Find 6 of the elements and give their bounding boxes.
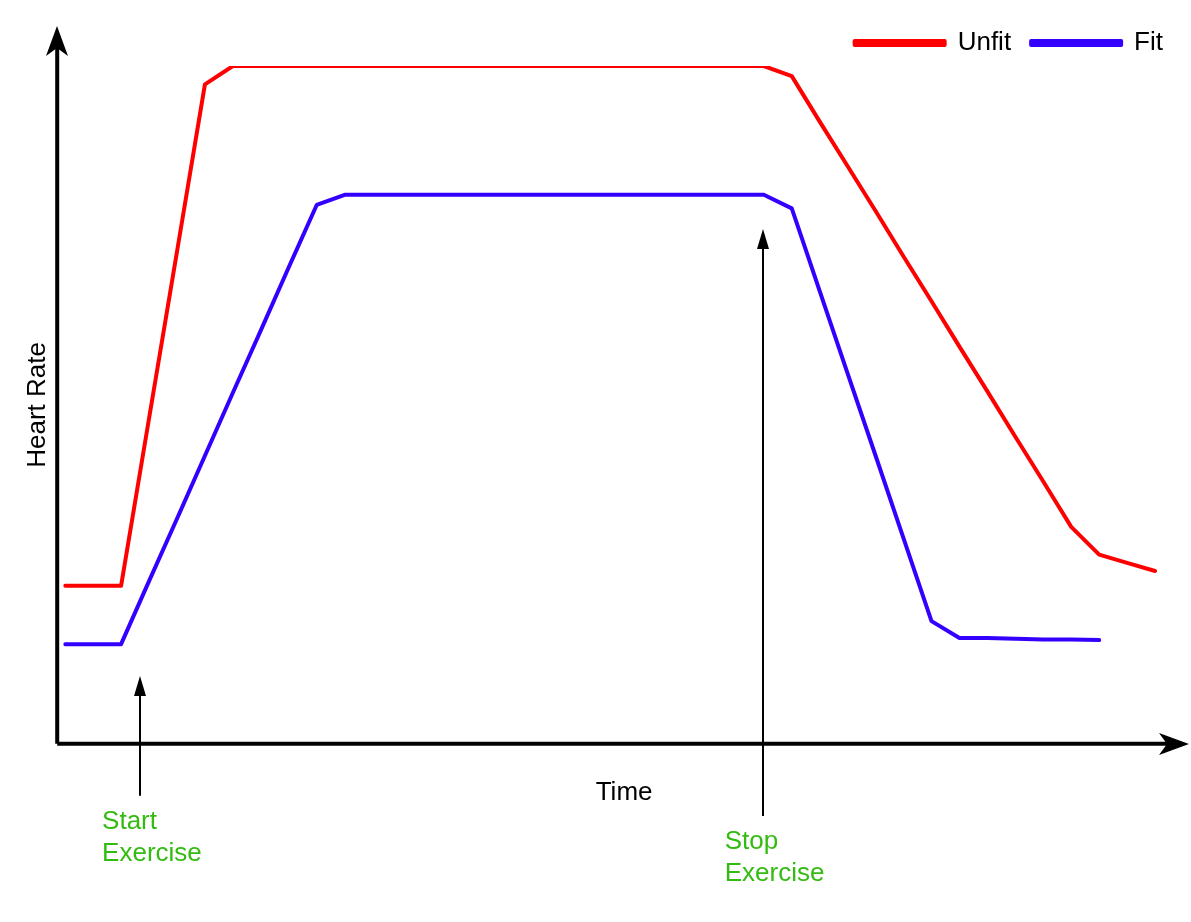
legend-label: Fit xyxy=(1134,26,1164,57)
y-axis-title: Heart Rate xyxy=(20,342,51,468)
x-axis-title: Time xyxy=(595,775,653,806)
legend-label: Unfit xyxy=(957,26,1012,57)
text: Stop Exercise xyxy=(724,823,825,888)
text: Start Exercise xyxy=(102,803,202,868)
